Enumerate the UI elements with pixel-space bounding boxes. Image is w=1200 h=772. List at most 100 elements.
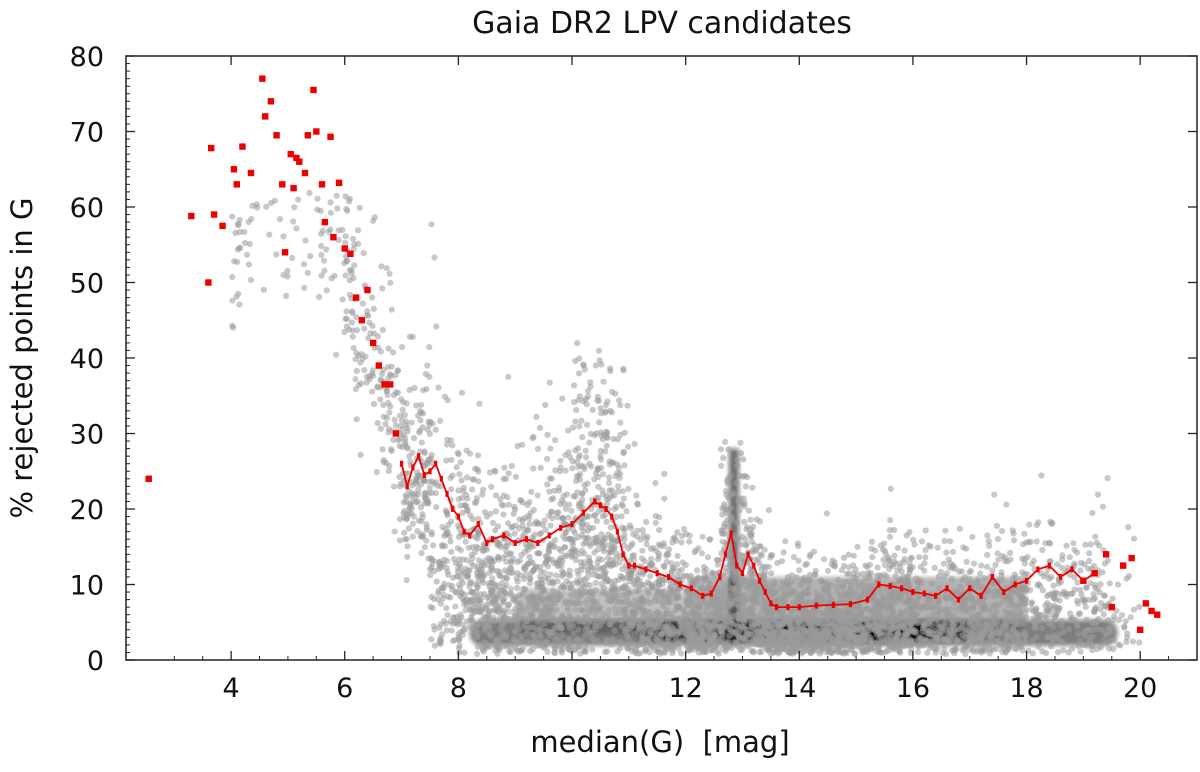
scatter-point — [678, 566, 685, 573]
scatter-point — [577, 462, 585, 469]
scatter-point — [850, 552, 857, 559]
scatter-point — [761, 573, 768, 580]
scatter-point — [445, 571, 452, 578]
scatter-point — [597, 453, 604, 460]
scatter-point — [572, 447, 579, 454]
scatter-point — [941, 573, 948, 580]
scatter-point — [304, 269, 311, 277]
scatter-point — [448, 456, 455, 464]
scatter-point — [419, 511, 426, 518]
scatter-point — [748, 605, 755, 612]
scatter-point — [559, 568, 566, 575]
scatter-point — [611, 605, 619, 612]
scatter-point — [524, 595, 531, 602]
scatter-point — [580, 361, 587, 368]
scatter-point — [397, 422, 404, 429]
scatter-point — [521, 515, 528, 522]
scatter-point — [520, 585, 527, 593]
scatter-point — [794, 632, 801, 639]
scatter-point — [725, 475, 732, 482]
scatter-point — [1012, 607, 1019, 614]
scatter-point — [864, 563, 871, 571]
scatter-point — [408, 510, 415, 517]
scatter-point — [925, 621, 932, 628]
scatter-point — [753, 585, 760, 592]
scatter-point — [989, 567, 996, 574]
scatter-point — [608, 535, 615, 542]
scatter-point — [418, 401, 425, 408]
scatter-point — [548, 475, 555, 482]
scatter-point — [534, 445, 542, 453]
scatter-point — [455, 568, 462, 576]
scatter-point — [447, 538, 454, 545]
scatter-point — [323, 287, 330, 294]
scatter-point — [882, 562, 889, 569]
scatter-point — [403, 400, 410, 407]
scatter-point — [365, 334, 372, 342]
scatter-point — [403, 494, 410, 501]
scatter-point — [622, 582, 629, 589]
scatter-point — [984, 590, 991, 597]
scatter-point — [370, 400, 378, 408]
scatter-point — [490, 598, 497, 605]
scatter-point — [683, 624, 691, 631]
scatter-point — [606, 474, 613, 481]
scatter-point — [1070, 540, 1077, 547]
scatter-point — [982, 604, 989, 611]
scatter-point — [1060, 629, 1067, 636]
scatter-point — [823, 510, 830, 517]
scatter-point — [614, 648, 621, 655]
scatter-point — [713, 556, 720, 564]
scatter-point — [862, 589, 869, 596]
scatter-point — [728, 491, 736, 498]
scatter-point — [562, 452, 569, 459]
scatter-point — [974, 583, 981, 591]
scatter-point — [602, 534, 609, 542]
scatter-point — [431, 626, 438, 633]
scatter-point — [486, 557, 493, 565]
scatter-point — [997, 628, 1004, 635]
scatter-point — [796, 594, 803, 601]
scatter-point — [800, 621, 807, 628]
scatter-point — [714, 561, 722, 568]
scatter-point — [451, 614, 458, 621]
scatter-point — [444, 528, 451, 536]
scatter-point — [589, 646, 596, 653]
scatter-point — [552, 642, 560, 649]
scatter-point — [613, 503, 620, 510]
scatter-point — [1127, 614, 1134, 621]
scatter-point — [578, 607, 585, 614]
scatter-point — [500, 608, 507, 615]
scatter-point — [508, 462, 515, 470]
scatter-point — [984, 532, 991, 539]
scatter-point — [588, 635, 595, 642]
scatter-point — [353, 314, 360, 321]
scatter-point — [924, 604, 931, 611]
scatter-point — [503, 558, 510, 565]
scatter-point — [500, 511, 507, 518]
scatter-point — [1068, 617, 1075, 624]
scatter-point — [374, 383, 381, 390]
scatter-point — [536, 424, 544, 431]
scatter-point — [934, 544, 941, 551]
scatter-point — [642, 646, 649, 653]
scatter-point — [524, 502, 531, 509]
scatter-point — [892, 572, 899, 580]
scatter-point — [534, 606, 542, 613]
scatter-point — [922, 527, 929, 534]
scatter-point — [551, 649, 558, 656]
scatter-point — [284, 273, 291, 280]
scatter-point — [555, 509, 562, 516]
scatter-point — [432, 426, 439, 433]
scatter-point — [449, 472, 456, 479]
scatter-point — [894, 544, 902, 552]
scatter-point — [560, 614, 567, 621]
scatter-point — [494, 523, 502, 530]
scatter-point — [613, 513, 620, 521]
scatter-point — [1037, 617, 1044, 625]
scatter-point — [635, 587, 643, 594]
scatter-point — [379, 326, 386, 334]
scatter-point — [418, 531, 425, 538]
scatter-point — [1050, 624, 1057, 631]
scatter-point — [723, 623, 731, 630]
